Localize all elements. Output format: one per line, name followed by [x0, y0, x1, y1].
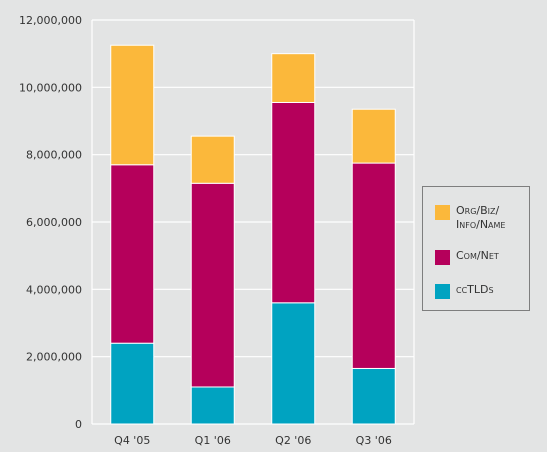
y-tick-label: 10,000,000 [19, 81, 82, 94]
legend-item-com-net: Com/Net [435, 249, 499, 265]
bar-segment-org-biz-info-name [110, 44, 155, 166]
legend-swatch-com-net [435, 250, 450, 265]
legend-item-cctlds: ccTLDs [435, 283, 494, 299]
bar-segment-org-biz-info-name [190, 135, 235, 184]
x-tick-label: Q1 '06 [195, 434, 231, 447]
bar-segment-cctlds [351, 367, 396, 425]
bar-segment-com-net [271, 101, 316, 304]
legend-label-org-biz-info-name: Org/Biz/ Info/Name [456, 204, 506, 231]
y-tick-label: 4,000,000 [26, 283, 82, 296]
bar-segment-cctlds [190, 386, 235, 425]
legend: Org/Biz/ Info/Name Com/Net ccTLDs [422, 186, 530, 311]
legend-swatch-org-biz-info-name [435, 205, 450, 220]
legend-swatch-cctlds [435, 284, 450, 299]
bar-segment-org-biz-info-name [351, 108, 396, 164]
bar-segment-cctlds [110, 342, 155, 425]
x-tick-label: Q4 '05 [114, 434, 150, 447]
x-tick-label: Q2 '06 [275, 434, 311, 447]
bar-segment-cctlds [271, 302, 316, 425]
y-tick-label: 2,000,000 [26, 351, 82, 364]
bar-segment-org-biz-info-name [271, 53, 316, 103]
bar-segment-com-net [110, 164, 155, 344]
y-tick-label: 12,000,000 [19, 14, 82, 27]
legend-item-org-biz-info-name: Org/Biz/ Info/Name [435, 204, 506, 232]
bar-segment-com-net [351, 162, 396, 369]
bar-segment-com-net [190, 182, 235, 388]
y-tick-label: 0 [75, 418, 82, 431]
y-tick-label: 6,000,000 [26, 216, 82, 229]
legend-label-com-net: Com/Net [456, 249, 499, 262]
legend-label-cctlds: ccTLDs [456, 283, 494, 296]
y-tick-label: 8,000,000 [26, 149, 82, 162]
x-tick-label: Q3 '06 [356, 434, 392, 447]
